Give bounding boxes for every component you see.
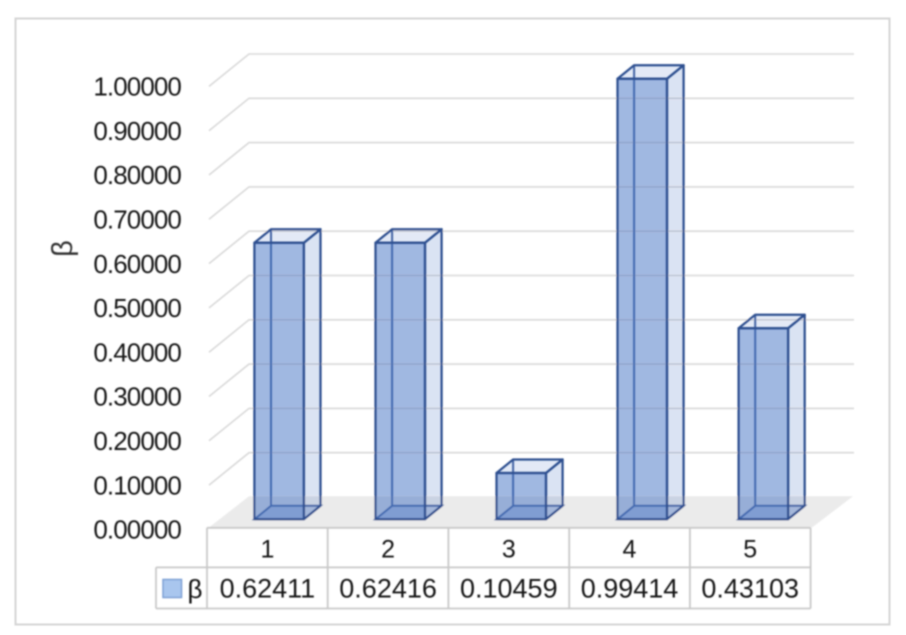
svg-text:3: 3 <box>502 536 516 564</box>
svg-text:1.00000: 1.00000 <box>93 72 181 102</box>
svg-text:0.30000: 0.30000 <box>93 382 181 412</box>
svg-text:0.70000: 0.70000 <box>93 205 181 235</box>
svg-text:0.50000: 0.50000 <box>93 293 181 323</box>
svg-text:0.62411: 0.62411 <box>220 574 316 604</box>
svg-text:β: β <box>188 574 203 604</box>
svg-text:β: β <box>47 240 79 257</box>
svg-text:0.90000: 0.90000 <box>93 116 181 146</box>
svg-text:0.60000: 0.60000 <box>93 249 181 279</box>
svg-text:5: 5 <box>743 536 757 564</box>
svg-text:0.80000: 0.80000 <box>93 160 181 190</box>
svg-text:0.99414: 0.99414 <box>581 574 679 604</box>
svg-text:0.10000: 0.10000 <box>93 470 181 500</box>
svg-text:1: 1 <box>260 536 274 564</box>
svg-text:2: 2 <box>381 536 395 564</box>
svg-text:0.40000: 0.40000 <box>93 337 181 367</box>
svg-text:0.10459: 0.10459 <box>460 574 558 604</box>
svg-text:0.62416: 0.62416 <box>339 574 437 604</box>
svg-text:4: 4 <box>623 536 637 564</box>
svg-text:0.20000: 0.20000 <box>93 426 181 456</box>
svg-text:0.43103: 0.43103 <box>701 574 799 604</box>
svg-text:0.00000: 0.00000 <box>93 515 181 545</box>
